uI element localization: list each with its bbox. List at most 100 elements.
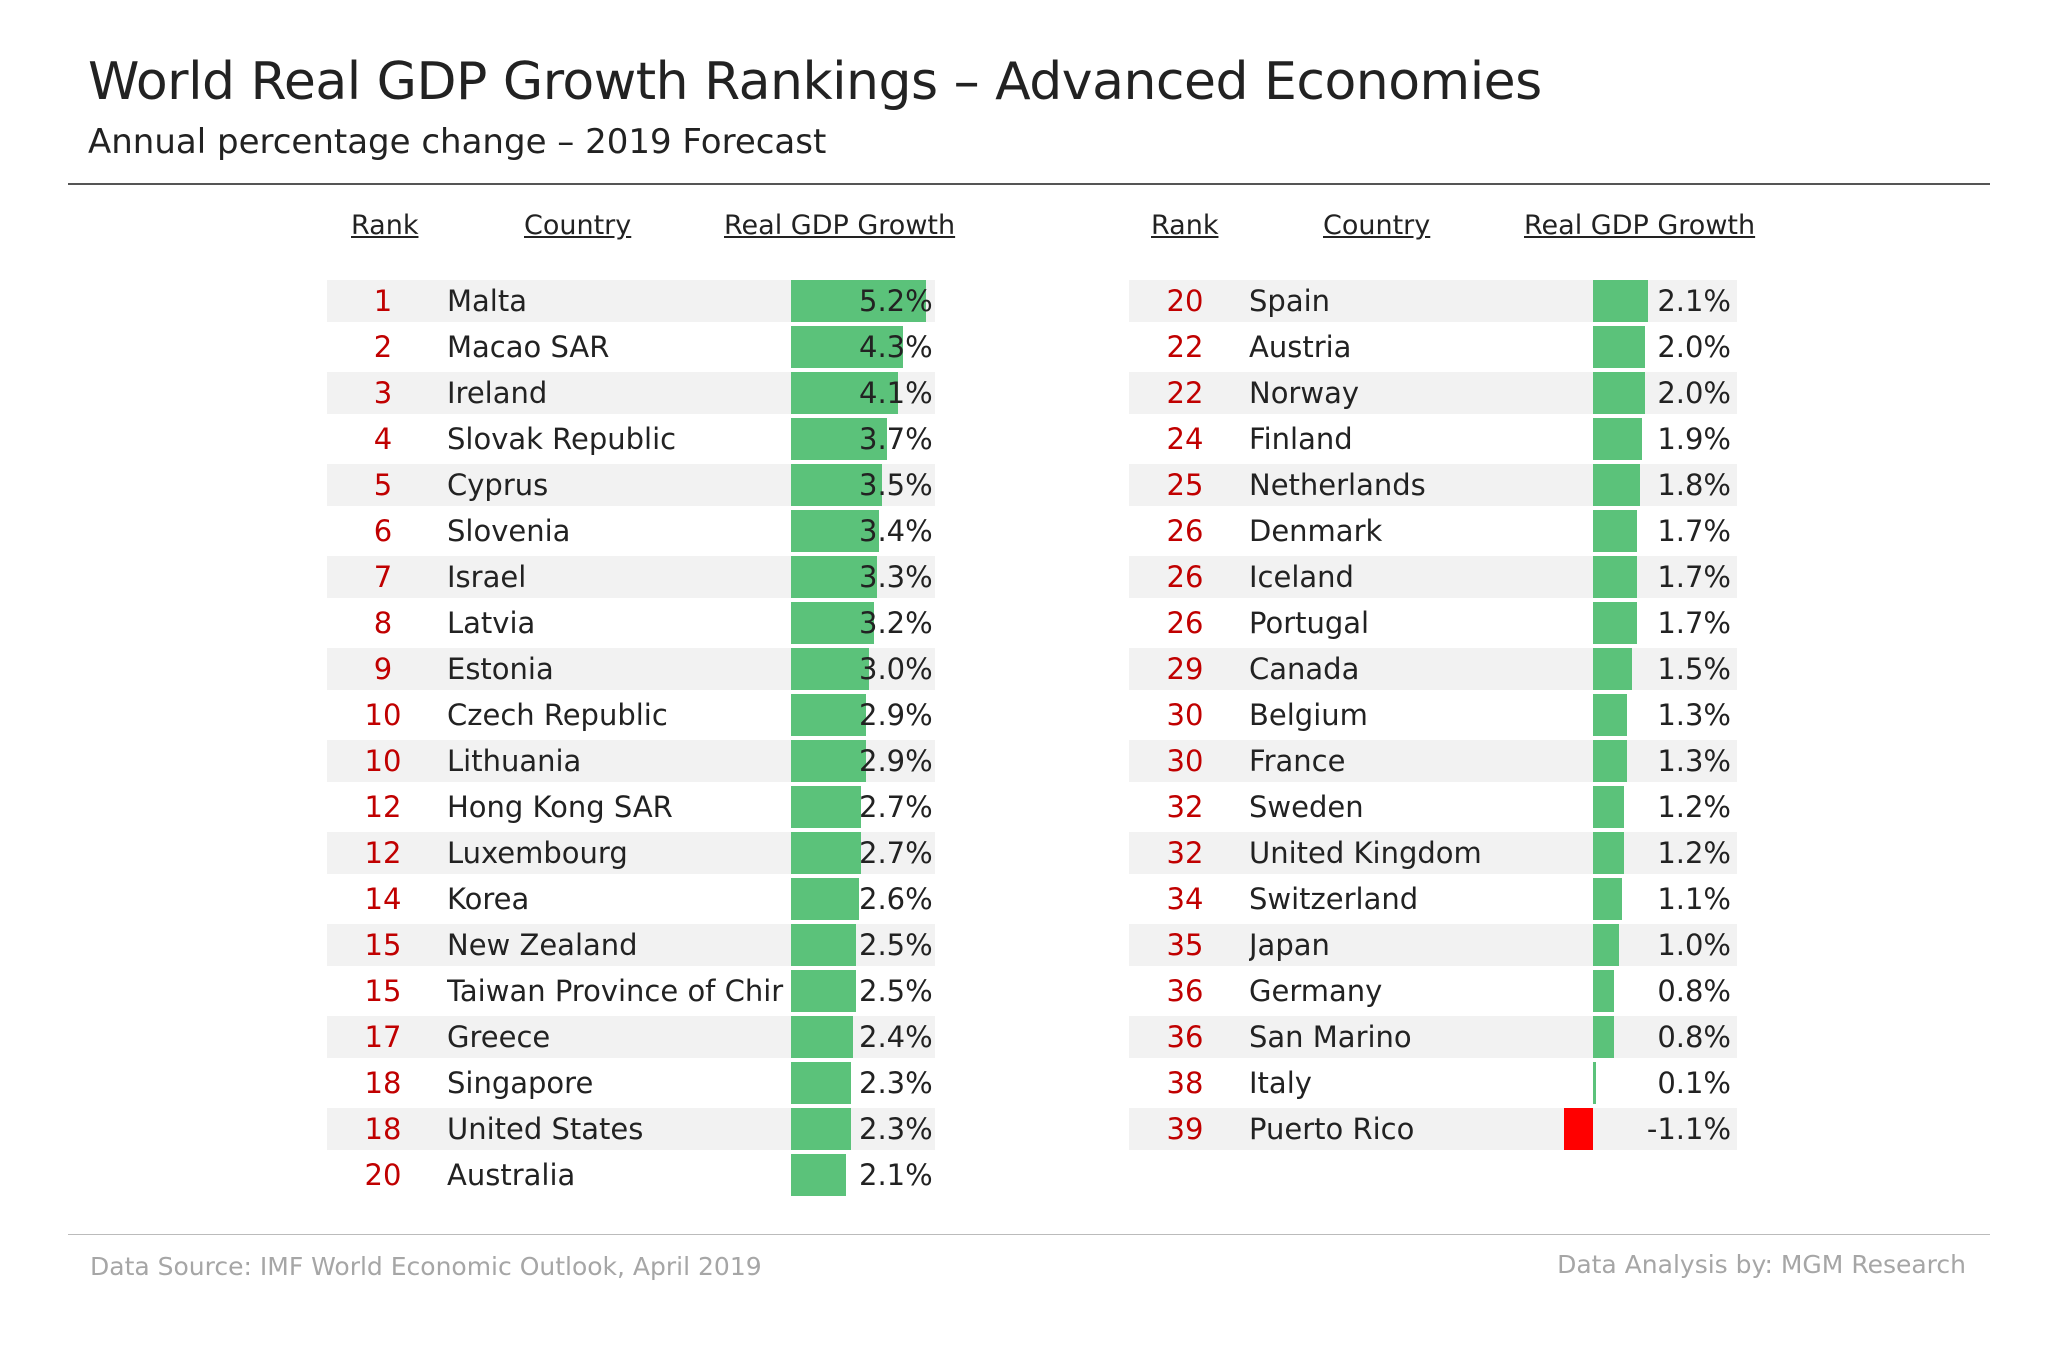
- growth-bar: [791, 556, 877, 598]
- rank-label: 15: [364, 928, 402, 962]
- country-label: Denmark: [1249, 514, 1383, 548]
- growth-bar: [791, 648, 869, 690]
- growth-value-label: 2.0%: [1657, 376, 1731, 410]
- data-source-note: Data Source: IMF World Economic Outlook,…: [90, 1252, 762, 1281]
- growth-value-label: 1.8%: [1657, 468, 1731, 502]
- ranking-row: 18 Singapore 2.3%: [327, 1062, 935, 1104]
- growth-bar: [1593, 648, 1632, 690]
- growth-value-label: 2.1%: [1657, 284, 1731, 318]
- growth-value-label: 1.7%: [1657, 560, 1731, 594]
- growth-bar: [1593, 924, 1619, 966]
- country-label: Netherlands: [1249, 468, 1426, 502]
- growth-bar: [1593, 740, 1627, 782]
- rank-label: 32: [1166, 790, 1204, 824]
- rank-label: 3: [373, 376, 393, 410]
- ranking-row: 25 Netherlands 1.8%: [1129, 464, 1737, 506]
- growth-value-label: 0.1%: [1657, 1066, 1731, 1100]
- country-label: Estonia: [447, 652, 554, 686]
- growth-value-label: 3.3%: [859, 560, 933, 594]
- growth-bar: [1593, 832, 1625, 874]
- country-label: Slovenia: [447, 514, 571, 548]
- growth-value-label: 1.0%: [1657, 928, 1731, 962]
- ranking-row: 10 Lithuania 2.9%: [327, 740, 935, 782]
- growth-value-label: 1.1%: [1657, 882, 1731, 916]
- rank-label: 29: [1166, 652, 1204, 686]
- growth-value-label: 3.5%: [859, 468, 933, 502]
- growth-value-label: 2.3%: [859, 1112, 933, 1146]
- ranking-row: 36 Germany 0.8%: [1129, 970, 1737, 1012]
- growth-value-label: 3.7%: [859, 422, 933, 456]
- growth-bar: [1593, 326, 1645, 368]
- country-label: Cyprus: [447, 468, 549, 502]
- rank-label: 39: [1166, 1112, 1204, 1146]
- ranking-row: 32 Sweden 1.2%: [1129, 786, 1737, 828]
- growth-bar: [1593, 1016, 1614, 1058]
- rank-label: 12: [364, 836, 402, 870]
- rank-label: 15: [364, 974, 402, 1008]
- ranking-row: 24 Finland 1.9%: [1129, 418, 1737, 460]
- country-label: Finland: [1249, 422, 1353, 456]
- country-label: Italy: [1249, 1066, 1312, 1100]
- growth-bar: [1593, 602, 1638, 644]
- chart-title: World Real GDP Growth Rankings – Advance…: [88, 52, 1542, 112]
- bottom-divider: [68, 1234, 1990, 1235]
- growth-bar: [1593, 418, 1643, 460]
- rank-label: 4: [373, 422, 393, 456]
- country-label: Norway: [1249, 376, 1360, 410]
- growth-bar: [1593, 556, 1638, 598]
- country-label: France: [1249, 744, 1346, 778]
- growth-value-label: 2.6%: [859, 882, 933, 916]
- country-label: Portugal: [1249, 606, 1370, 640]
- country-label: Ireland: [447, 376, 548, 410]
- growth-value-label: 1.9%: [1657, 422, 1731, 456]
- growth-value-label: 1.2%: [1657, 836, 1731, 870]
- chart-subtitle: Annual percentage change – 2019 Forecast: [88, 122, 827, 162]
- ranking-row: 34 Switzerland 1.1%: [1129, 878, 1737, 920]
- ranking-row: 22 Austria 2.0%: [1129, 326, 1737, 368]
- country-label: Latvia: [447, 606, 536, 640]
- ranking-row: 12 Hong Kong SAR 2.7%: [327, 786, 935, 828]
- country-label: Australia: [447, 1158, 576, 1192]
- ranking-row: 20 Spain 2.1%: [1129, 280, 1737, 322]
- growth-value-label: 1.3%: [1657, 698, 1731, 732]
- ranking-row: 1 Malta 5.2%: [327, 280, 935, 322]
- rank-label: 38: [1166, 1066, 1204, 1100]
- growth-value-label: 2.9%: [859, 698, 933, 732]
- growth-bar: [791, 740, 867, 782]
- rank-label: 34: [1166, 882, 1204, 916]
- growth-value-label: 3.4%: [859, 514, 933, 548]
- ranking-row: 9 Estonia 3.0%: [327, 648, 935, 690]
- ranking-row: 29 Canada 1.5%: [1129, 648, 1737, 690]
- ranking-row: 3 Ireland 4.1%: [327, 372, 935, 414]
- country-label: Greece: [447, 1020, 551, 1054]
- rank-label: 30: [1166, 744, 1204, 778]
- ranking-row: 22 Norway 2.0%: [1129, 372, 1737, 414]
- ranking-row: 2 Macao SAR 4.3%: [327, 326, 935, 368]
- rank-label: 36: [1166, 1020, 1204, 1054]
- growth-bar: [791, 280, 927, 322]
- rank-label: 12: [364, 790, 402, 824]
- rank-label: 26: [1166, 606, 1204, 640]
- growth-value-label: 0.8%: [1657, 974, 1731, 1008]
- country-label: Switzerland: [1249, 882, 1419, 916]
- growth-bar: [791, 832, 862, 874]
- rank-label: 9: [373, 652, 393, 686]
- growth-value-label: 4.3%: [859, 330, 933, 364]
- country-label: Japan: [1249, 928, 1330, 962]
- growth-value-label: 4.1%: [859, 376, 933, 410]
- country-label: Macao SAR: [447, 330, 610, 364]
- country-label: Slovak Republic: [447, 422, 677, 456]
- growth-value-label: 5.2%: [859, 284, 933, 318]
- growth-bar: [1593, 970, 1614, 1012]
- rank-label: 18: [364, 1112, 402, 1146]
- ranking-row: 15 Taiwan Province of Chir 2.5%: [327, 970, 935, 1012]
- right-ranking-table: 20 Spain 2.1% 22 Austria 2.0% 22 Norway 2.0% 24 Fi…: [1129, 280, 1737, 1154]
- growth-bar: [1593, 464, 1640, 506]
- growth-bar: [1593, 510, 1638, 552]
- rank-label: 26: [1166, 514, 1204, 548]
- rank-label: 1: [373, 284, 393, 318]
- ranking-row: 26 Iceland 1.7%: [1129, 556, 1737, 598]
- country-label: Hong Kong SAR: [447, 790, 673, 824]
- rank-label: 32: [1166, 836, 1204, 870]
- growth-value-label: 2.9%: [859, 744, 933, 778]
